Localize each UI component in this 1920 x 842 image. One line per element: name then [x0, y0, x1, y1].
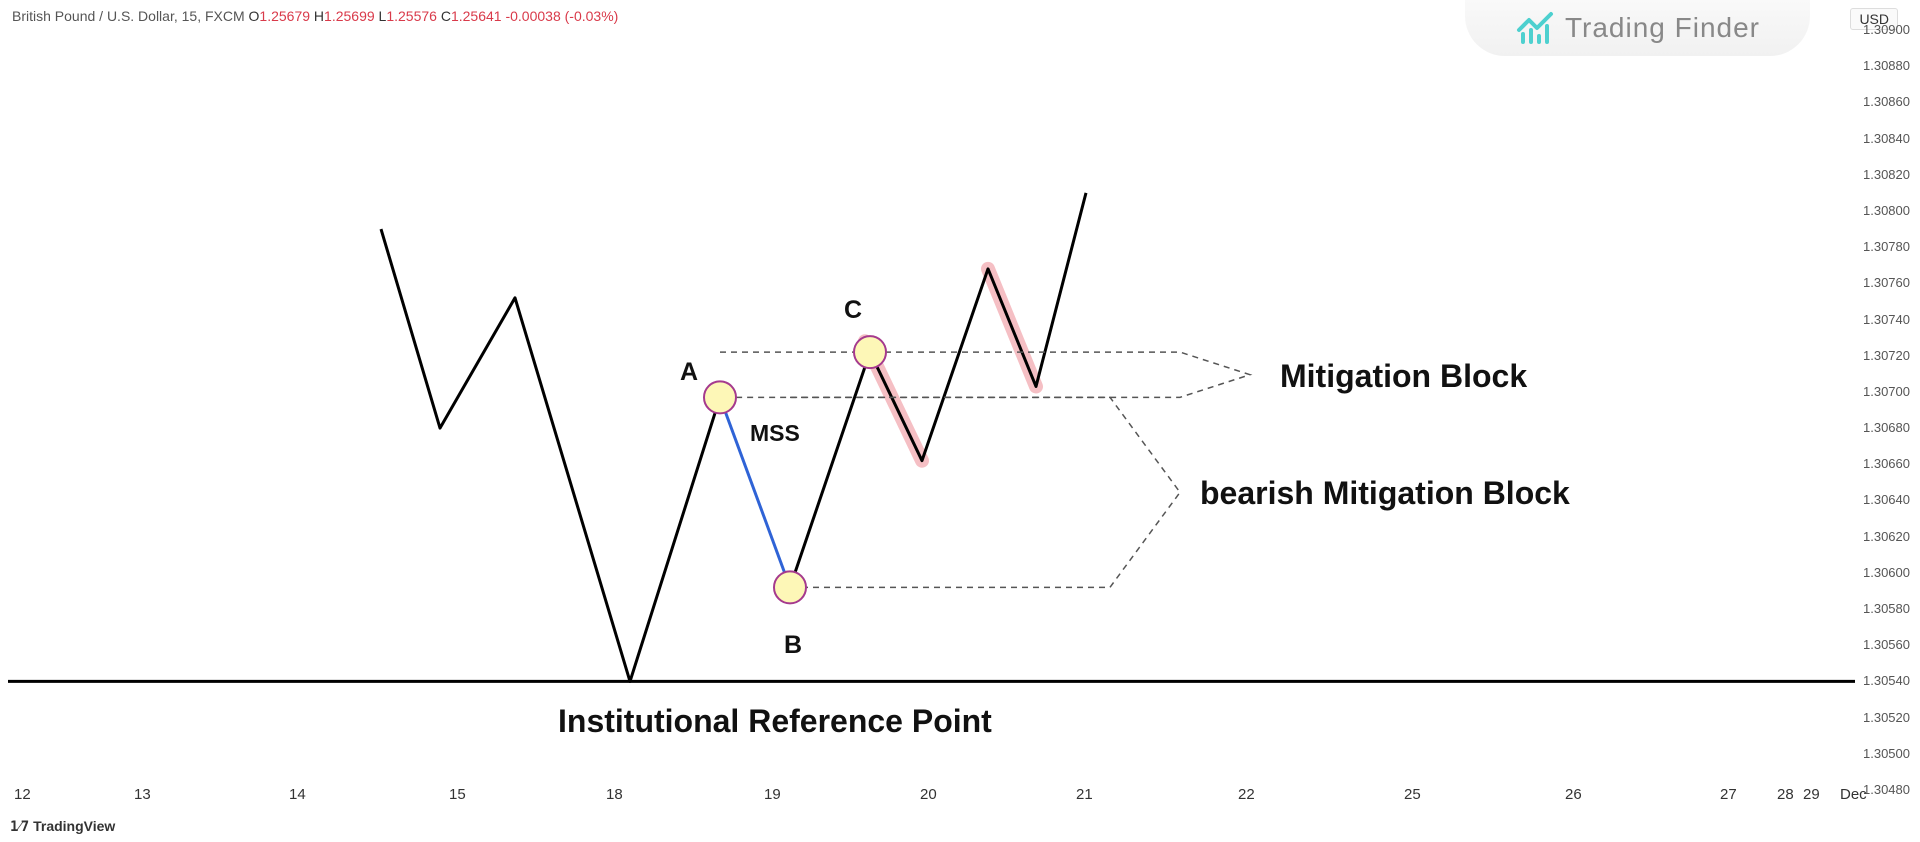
y-tick-label: 1.30520 — [1863, 710, 1910, 725]
label-mitigation-block: Mitigation Block — [1280, 358, 1527, 395]
price-path — [381, 229, 720, 681]
label-b: B — [784, 631, 802, 660]
x-tick-label: 13 — [134, 786, 151, 803]
x-tick-label: 28 — [1777, 786, 1794, 803]
x-tick-label: 27 — [1720, 786, 1737, 803]
y-tick-label: 1.30780 — [1863, 239, 1910, 254]
x-tick-label: 22 — [1238, 786, 1255, 803]
y-tick-label: 1.30560 — [1863, 637, 1910, 652]
label-a: A — [680, 358, 698, 387]
y-tick-label: 1.30580 — [1863, 601, 1910, 616]
x-tick-label: 21 — [1076, 786, 1093, 803]
y-tick-label: 1.30900 — [1863, 22, 1910, 37]
y-tick-label: 1.30760 — [1863, 275, 1910, 290]
label-bearish-mitigation-block: bearish Mitigation Block — [1200, 475, 1570, 512]
label-c: C — [844, 296, 862, 325]
x-tick-label: 15 — [449, 786, 466, 803]
tradingview-credit: 1⁄7 TradingView — [10, 818, 115, 836]
x-tick-label: 29 — [1803, 786, 1820, 803]
y-tick-label: 1.30620 — [1863, 529, 1910, 544]
swing-point-C — [854, 336, 886, 368]
y-tick-label: 1.30860 — [1863, 94, 1910, 109]
y-tick-label: 1.30840 — [1863, 131, 1910, 146]
x-tick-label: 26 — [1565, 786, 1582, 803]
y-tick-label: 1.30800 — [1863, 203, 1910, 218]
y-tick-label: 1.30740 — [1863, 312, 1910, 327]
x-axis[interactable]: 1213141518192021222526272829Dec — [0, 782, 1850, 812]
y-tick-label: 1.30540 — [1863, 673, 1910, 688]
x-tick-label: 12 — [14, 786, 31, 803]
y-tick-label: 1.30700 — [1863, 384, 1910, 399]
y-tick-label: 1.30680 — [1863, 420, 1910, 435]
x-tick-label: 25 — [1404, 786, 1421, 803]
y-tick-label: 1.30480 — [1863, 782, 1910, 797]
swing-point-A — [704, 381, 736, 413]
y-tick-label: 1.30880 — [1863, 58, 1910, 73]
y-tick-label: 1.30600 — [1863, 565, 1910, 580]
zone-pointer — [790, 397, 1180, 587]
y-tick-label: 1.30640 — [1863, 492, 1910, 507]
y-tick-label: 1.30820 — [1863, 167, 1910, 182]
swing-point-B — [774, 571, 806, 603]
x-tick-label: 20 — [920, 786, 937, 803]
label-irp: Institutional Reference Point — [558, 703, 992, 740]
x-tick-label: 14 — [289, 786, 306, 803]
x-tick-label: Dec — [1840, 786, 1867, 803]
zone-pointer — [720, 352, 1250, 397]
y-axis[interactable]: USD 1.304801.305001.305201.305401.305601… — [1845, 0, 1920, 800]
label-mss: MSS — [750, 420, 800, 447]
x-tick-label: 18 — [606, 786, 623, 803]
y-tick-label: 1.30660 — [1863, 456, 1910, 471]
x-tick-label: 19 — [764, 786, 781, 803]
y-tick-label: 1.30720 — [1863, 348, 1910, 363]
y-tick-label: 1.30500 — [1863, 746, 1910, 761]
